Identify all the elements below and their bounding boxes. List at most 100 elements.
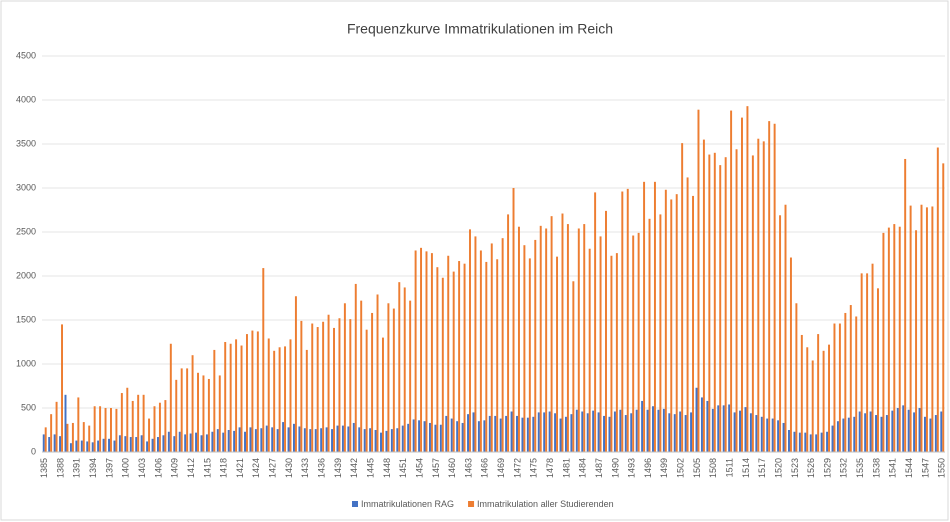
bar [184, 434, 187, 452]
x-tick-label: 1460 [447, 458, 457, 478]
bar [526, 417, 529, 452]
bar [292, 423, 295, 452]
bar [256, 331, 259, 452]
bar [717, 405, 720, 452]
x-tick-label: 1433 [300, 458, 310, 478]
bar [695, 387, 698, 452]
x-tick-label: 1406 [153, 458, 163, 478]
bar [490, 243, 493, 452]
x-tick-label: 1532 [839, 458, 849, 478]
bar [227, 430, 230, 452]
bar [751, 155, 754, 452]
bar [815, 434, 818, 452]
x-tick-label: 1409 [170, 458, 180, 478]
bar [521, 417, 524, 452]
bar [887, 227, 890, 452]
bar [940, 411, 943, 452]
bar [746, 106, 749, 452]
bar [877, 288, 879, 452]
bar [641, 400, 644, 452]
bar [744, 407, 747, 452]
bar [392, 308, 395, 452]
bar [477, 421, 480, 452]
y-tick-label: 500 [21, 402, 36, 412]
bar [768, 121, 771, 453]
x-tick-label: 1490 [610, 458, 620, 478]
bar [381, 337, 384, 452]
bar [831, 425, 834, 452]
bar [331, 429, 334, 452]
bar [178, 431, 181, 452]
bar [543, 412, 546, 452]
bar [69, 443, 72, 452]
bar [309, 429, 312, 452]
y-tick-label: 1000 [16, 358, 36, 368]
bar [189, 433, 192, 452]
x-tick-label: 1520 [773, 458, 783, 478]
bar [828, 344, 831, 452]
bar [213, 349, 216, 452]
bar [523, 245, 526, 452]
x-tick-label: 1418 [219, 458, 229, 478]
bar [260, 428, 263, 452]
bar [507, 214, 510, 452]
bar [200, 435, 203, 452]
bar [904, 158, 907, 452]
bar [156, 437, 159, 452]
bar [662, 408, 665, 452]
bar [626, 188, 629, 452]
bar [733, 412, 736, 452]
x-tick-label: 1403 [137, 458, 147, 478]
bar [561, 213, 564, 452]
bar [675, 194, 678, 452]
bar [793, 431, 796, 452]
x-tick-label: 1466 [480, 458, 490, 478]
bar [875, 415, 878, 452]
x-tick-label: 1394 [88, 458, 98, 478]
bar [407, 423, 410, 452]
x-tick-label: 1517 [757, 458, 767, 478]
bar [289, 339, 292, 452]
bar [390, 429, 393, 452]
bar [648, 218, 651, 452]
bar [499, 418, 502, 452]
bar [902, 405, 905, 452]
bar [681, 143, 684, 452]
bar [608, 416, 611, 452]
bar [488, 415, 491, 452]
bar [583, 224, 586, 452]
bar [303, 428, 306, 452]
x-tick-label: 1508 [708, 458, 718, 478]
bar [483, 420, 486, 452]
bar [934, 415, 937, 452]
bar [708, 154, 711, 452]
bar [412, 419, 415, 452]
bar [469, 229, 471, 452]
x-tick-label: 1400 [121, 458, 131, 478]
bar [126, 387, 129, 452]
bar [485, 261, 488, 452]
bar [216, 429, 219, 452]
bar [305, 349, 308, 452]
bar [472, 412, 475, 452]
bar [300, 320, 303, 452]
bar [564, 416, 567, 452]
bar [224, 342, 227, 452]
bar [311, 323, 314, 452]
bar [333, 327, 335, 452]
bar [610, 255, 613, 452]
bar [137, 394, 140, 452]
bar [86, 441, 89, 452]
bar [632, 235, 635, 452]
bar [773, 123, 776, 452]
bar [866, 273, 869, 452]
bar [891, 410, 894, 452]
bar [109, 408, 112, 452]
x-tick-label: 1505 [692, 458, 702, 478]
bar [925, 207, 928, 452]
bar [528, 258, 531, 452]
bar [755, 415, 758, 452]
bar [757, 138, 760, 452]
x-tick-label: 1445 [365, 458, 375, 478]
